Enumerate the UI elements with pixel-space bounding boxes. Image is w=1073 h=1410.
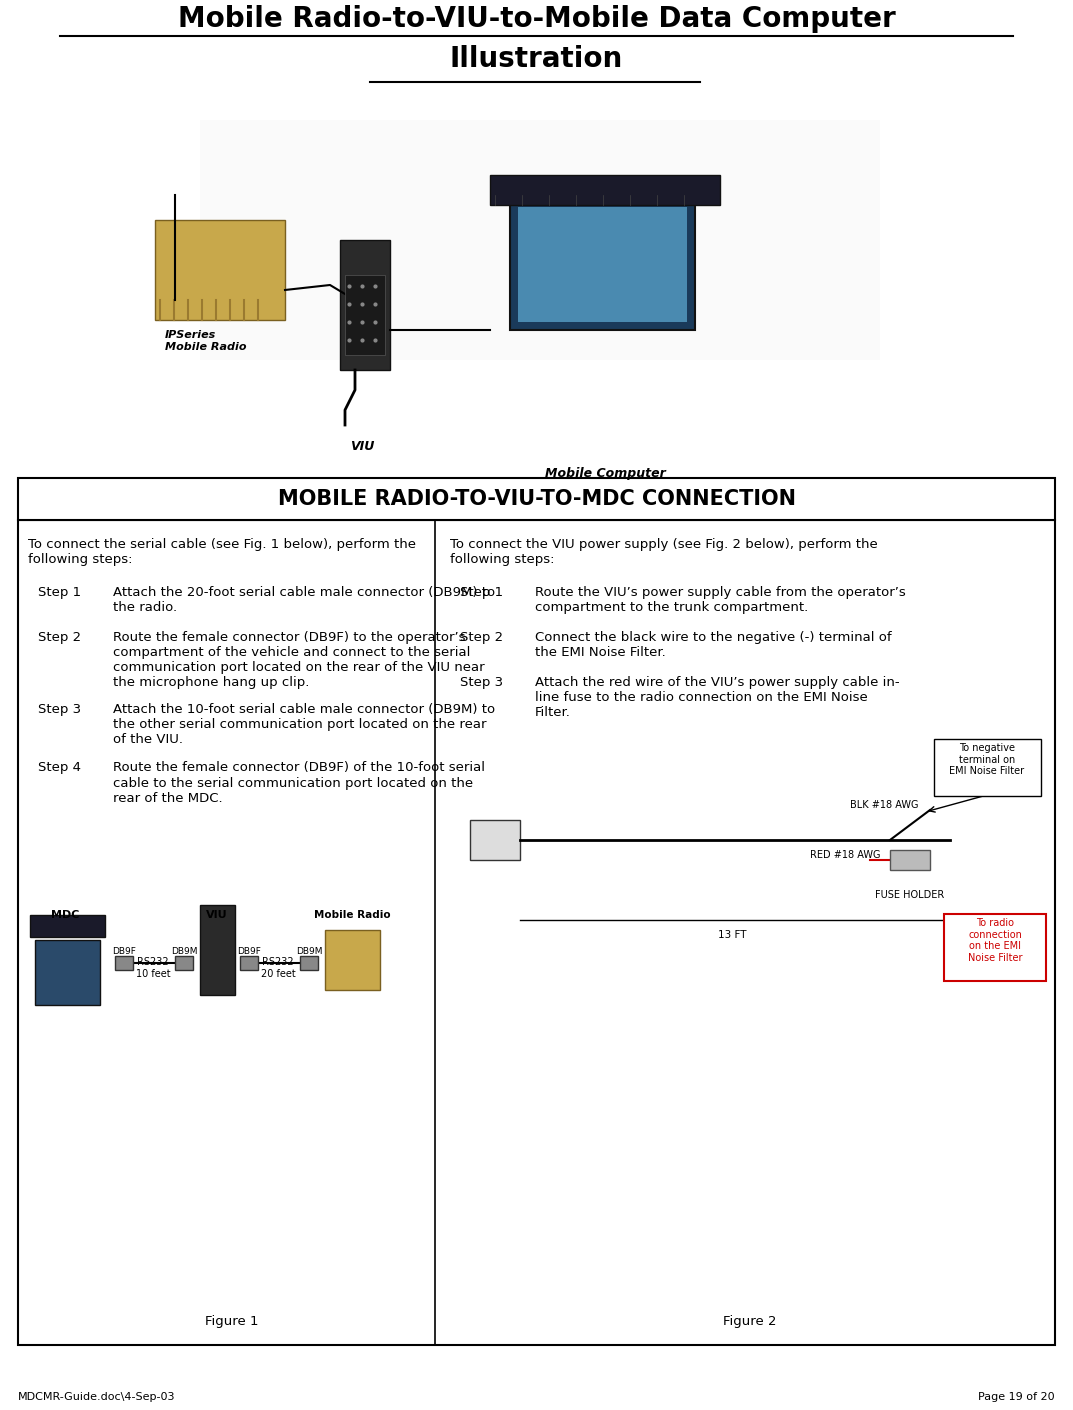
Text: Step 3: Step 3 [38,704,82,716]
Text: MDCMR-Guide.doc\4-Sep-03: MDCMR-Guide.doc\4-Sep-03 [18,1392,176,1402]
Bar [470,821,520,860]
Text: Step 4: Step 4 [38,761,80,774]
Text: BLK #18 AWG: BLK #18 AWG [850,799,918,809]
Text: Page 19 of 20: Page 19 of 20 [979,1392,1055,1402]
Bar [325,931,380,990]
Text: Step 1: Step 1 [38,587,82,599]
Bar [490,175,720,204]
Text: VIU: VIU [206,909,227,919]
Bar [18,520,1055,1345]
Bar [340,240,389,369]
Text: 13 FT: 13 FT [718,931,747,940]
Text: Step 1: Step 1 [460,587,503,599]
Text: Step 2: Step 2 [460,632,503,644]
Text: To radio
connection
on the EMI
Noise Filter: To radio connection on the EMI Noise Fil… [968,918,1023,963]
Bar [35,940,100,1005]
Text: Mobile Radio-to-VIU-to-Mobile Data Computer: Mobile Radio-to-VIU-to-Mobile Data Compu… [178,6,895,32]
Text: RS232
10 feet: RS232 10 feet [135,957,171,979]
Text: DB9F: DB9F [237,948,261,956]
Text: Illustration: Illustration [450,45,623,73]
Bar [18,478,1055,520]
Text: Route the female connector (DB9F) of the 10-foot serial
cable to the serial comm: Route the female connector (DB9F) of the… [113,761,485,805]
Text: Step 2: Step 2 [38,632,82,644]
Text: RS232
20 feet: RS232 20 feet [261,957,295,979]
Bar [200,905,235,995]
Bar [890,850,930,870]
FancyBboxPatch shape [944,914,1046,981]
Bar [175,956,193,970]
Text: Attach the 20-foot serial cable male connector (DB9M) to
the radio.: Attach the 20-foot serial cable male con… [113,587,495,613]
Text: DB9F: DB9F [112,948,136,956]
Text: Attach the 10-foot serial cable male connector (DB9M) to
the other serial commun: Attach the 10-foot serial cable male con… [113,704,495,746]
Text: To connect the VIU power supply (see Fig. 2 below), perform the
following steps:: To connect the VIU power supply (see Fig… [450,539,878,565]
Text: To negative
terminal on
EMI Noise Filter: To negative terminal on EMI Noise Filter [950,743,1025,776]
Text: MDC: MDC [50,909,79,919]
Text: Figure 1: Figure 1 [205,1316,259,1328]
Text: Route the VIU’s power supply cable from the operator’s
compartment to the trunk : Route the VIU’s power supply cable from … [535,587,906,613]
Bar [300,956,318,970]
Text: DB9M: DB9M [171,948,197,956]
Text: DB9M: DB9M [296,948,322,956]
Bar [240,956,258,970]
Bar [200,120,880,360]
FancyBboxPatch shape [934,739,1041,797]
Text: IPSeries
Mobile Radio: IPSeries Mobile Radio [165,330,247,351]
Bar [346,275,385,355]
Bar [115,956,133,970]
Text: Attach the red wire of the VIU’s power supply cable in-
line fuse to the radio c: Attach the red wire of the VIU’s power s… [535,675,899,719]
Text: To connect the serial cable (see Fig. 1 below), perform the
following steps:: To connect the serial cable (see Fig. 1 … [28,539,416,565]
Text: RED #18 AWG: RED #18 AWG [810,850,881,860]
Text: Figure 2: Figure 2 [723,1316,777,1328]
Text: Step 3: Step 3 [460,675,503,689]
Text: VIU: VIU [350,440,374,453]
Bar [30,915,105,938]
Bar [510,200,695,330]
Text: Connect the black wire to the negative (-) terminal of
the EMI Noise Filter.: Connect the black wire to the negative (… [535,632,892,658]
Text: Route the female connector (DB9F) to the operator’s
compartment of the vehicle a: Route the female connector (DB9F) to the… [113,632,485,689]
Text: Mobile Radio: Mobile Radio [313,909,391,919]
Bar [155,220,285,320]
Text: MOBILE RADIO-TO-VIU-TO-MDC CONNECTION: MOBILE RADIO-TO-VIU-TO-MDC CONNECTION [278,489,795,509]
Text: Mobile Computer: Mobile Computer [545,467,665,479]
Text: FUSE HOLDER: FUSE HOLDER [876,890,944,900]
Bar [518,207,687,321]
